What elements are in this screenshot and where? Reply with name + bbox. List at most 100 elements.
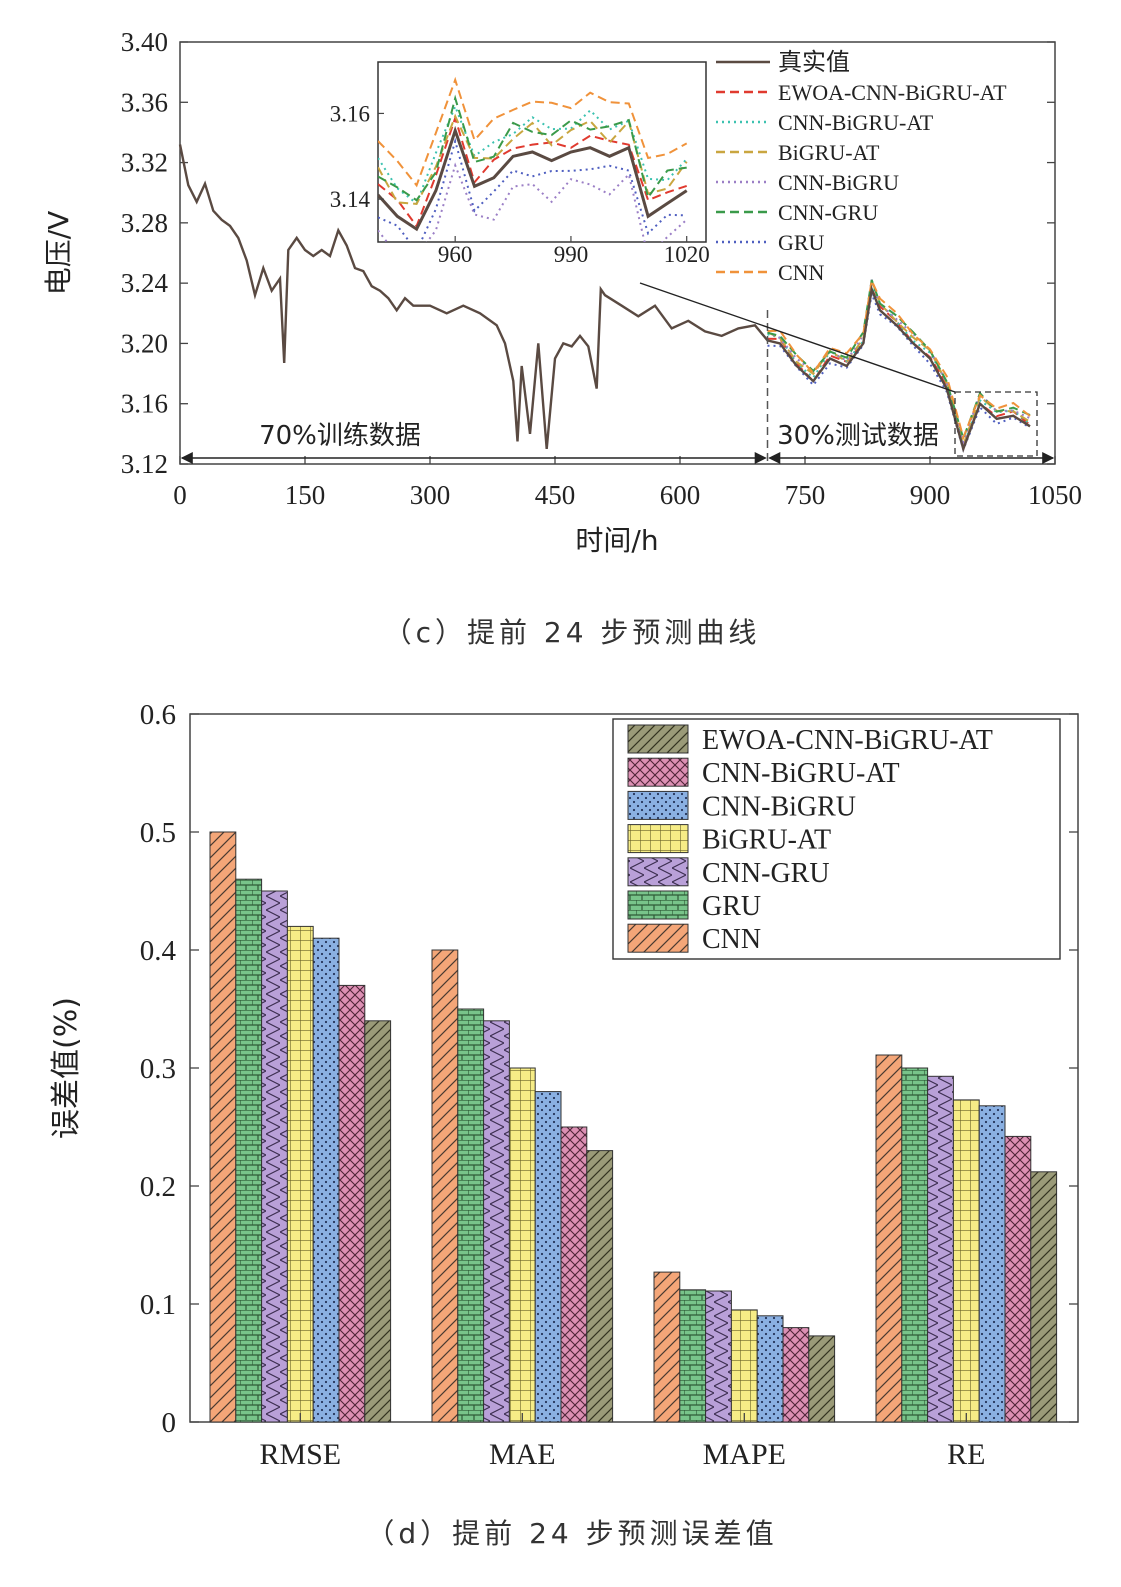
chart-c-y-tick-label: 3.16 xyxy=(121,389,168,419)
chart-d-legend-label: GRU xyxy=(702,891,761,922)
bar-MAE-BiGRU-AT xyxy=(508,1067,536,1423)
chart-d-legend: EWOA-CNN-BiGRU-ATCNN-BiGRU-ATCNN-BiGRUBi… xyxy=(612,718,1061,960)
chart-c-legend-entry: CNN-BiGRU xyxy=(716,170,899,195)
bar-RMSE-BiGRU-AT xyxy=(286,925,314,1423)
chart-c-x-tick-label: 900 xyxy=(910,480,951,510)
chart-d-legend-swatch xyxy=(627,724,689,754)
chart-d-y-tick-label: 0.1 xyxy=(140,1289,176,1321)
bar-RMSE-EWOA-CNN-BiGRU-AT xyxy=(364,1020,392,1423)
chart-c-train-label: 70%训练数据 xyxy=(259,421,421,451)
bar-RMSE-CNN xyxy=(209,831,237,1423)
chart-c-y-tick-label: 3.12 xyxy=(121,449,168,479)
bar-MAPE-CNN-BiGRU xyxy=(756,1315,784,1423)
chart-c-inset-series-CNN-GRU xyxy=(378,94,687,202)
chart-c-inset-x-tick-label: 990 xyxy=(554,242,589,267)
bar-MAPE-EWOA-CNN-BiGRU-AT xyxy=(808,1335,836,1423)
bar-RE-BiGRU-AT xyxy=(952,1099,980,1423)
chart-d-y-tick-label: 0.3 xyxy=(140,1053,176,1085)
chart-d-legend-entry: CNN-BiGRU xyxy=(627,790,856,822)
chart-c-series-CNN xyxy=(767,277,1031,441)
bar-MAPE-CNN-BiGRU-AT xyxy=(782,1327,810,1423)
bar-MAE-CNN-BiGRU-AT xyxy=(560,1126,588,1423)
chart-c-x-tick-label: 1050 xyxy=(1028,480,1082,510)
chart-c-y-tick-label: 3.40 xyxy=(121,27,168,57)
bar-MAPE-BiGRU-AT xyxy=(730,1309,758,1423)
chart-d-legend-swatch xyxy=(627,757,689,787)
bar-RMSE-CNN-GRU xyxy=(261,890,288,1423)
chart-c-inset-series-actual xyxy=(378,125,688,232)
chart-c-zoom-connector xyxy=(639,282,956,393)
bar-MAE-EWOA-CNN-BiGRU-AT xyxy=(586,1150,614,1423)
chart-d-caption: （d）提前 24 步预测误差值 xyxy=(366,1517,777,1550)
chart-c-caption: （c）提前 24 步预测曲线 xyxy=(384,616,761,649)
chart-d-legend-swatch xyxy=(627,890,689,920)
chart-c-legend-label: CNN xyxy=(778,260,825,285)
chart-c-inset: 960 990 1020 3.14 3.16 xyxy=(330,61,710,267)
chart-c-x-tick-label: 600 xyxy=(660,480,701,510)
chart-d-legend-label: EWOA-CNN-BiGRU-AT xyxy=(702,725,993,756)
chart-d-legend-swatch xyxy=(627,923,689,953)
bar-MAE-CNN-BiGRU xyxy=(534,1091,562,1423)
chart-c-y-tick-label: 3.20 xyxy=(121,328,168,358)
bar-RE-CNN-BiGRU-AT xyxy=(1004,1135,1032,1423)
chart-d-y-tick-label: 0.4 xyxy=(140,935,177,967)
chart-c-x-tick-label: 750 xyxy=(785,480,826,510)
chart-d-y-tick-label: 0.5 xyxy=(140,817,176,849)
chart-d-y-ticks: 0 0.1 0.2 0.3 0.4 0.5 0.6 xyxy=(140,699,1078,1439)
chart-d-legend-entry: CNN-BiGRU-AT xyxy=(627,757,900,789)
chart-c-legend-label: GRU xyxy=(778,230,825,255)
chart-c-y-tick-label: 3.36 xyxy=(121,87,168,117)
chart-c-legend-label: EWOA-CNN-BiGRU-AT xyxy=(778,80,1007,105)
chart-d-legend-entry: CNN-GRU xyxy=(627,857,830,889)
chart-d-legend-swatch xyxy=(627,857,689,887)
chart-c-y-axis-label: 电压/V xyxy=(42,211,75,296)
chart-c-inset-series-EWOA-CNN-BiGRU-AT xyxy=(378,114,688,229)
chart-c-x-tick-label: 150 xyxy=(285,480,326,510)
chart-d-legend-label: CNN-BiGRU xyxy=(702,791,856,822)
chart-c-legend-entry: 真实值 xyxy=(716,48,850,76)
chart-d-y-tick-label: 0.2 xyxy=(140,1171,176,1203)
chart-c: 3.12 3.16 3.20 3.24 3.28 3.32 3.36 3.40 0 150 300… xyxy=(42,27,1082,649)
chart-d-legend-entry: BiGRU-AT xyxy=(627,824,831,856)
chart-d-legend-label: CNN-GRU xyxy=(702,858,830,889)
chart-c-legend-entry: CNN-GRU xyxy=(716,200,878,225)
bar-RMSE-CNN-BiGRU-AT xyxy=(338,984,366,1423)
chart-c-legend-label: CNN-BiGRU xyxy=(778,170,899,195)
chart-d-legend-entry: CNN xyxy=(627,923,761,955)
chart-c-series-actual xyxy=(178,144,1031,453)
chart-c-series-CNN-BiGRU-AT xyxy=(767,280,1031,450)
chart-c-legend-entry: EWOA-CNN-BiGRU-AT xyxy=(716,80,1007,105)
chart-c-y-tick-label: 3.24 xyxy=(121,268,169,298)
chart-c-inset-x-tick-label: 960 xyxy=(438,242,473,267)
bar-MAE-CNN xyxy=(431,949,459,1423)
chart-c-test-label: 30%测试数据 xyxy=(777,421,939,451)
chart-d-category-labels: RMSE MAE MAPE RE xyxy=(259,1413,985,1471)
chart-d-legend-label: CNN xyxy=(702,924,761,955)
chart-c-inset-series-BiGRU-AT xyxy=(378,113,688,205)
bar-MAPE-GRU xyxy=(679,1289,707,1423)
chart-d-category-label: RE xyxy=(947,1438,985,1471)
chart-c-inset-series-CNN-BiGRU xyxy=(378,162,688,242)
chart-c-inset-series xyxy=(378,76,688,242)
chart-d-y-tick-label: 0.6 xyxy=(140,699,176,731)
chart-d-y-tick-label: 0 xyxy=(162,1407,177,1439)
bar-RMSE-CNN-BiGRU xyxy=(312,937,340,1423)
chart-c-series-BiGRU-AT xyxy=(767,280,1031,449)
chart-d-y-axis-label: 误差值(%) xyxy=(49,997,84,1139)
chart-d-category-label: MAE xyxy=(489,1438,556,1471)
bar-MAPE-CNN xyxy=(653,1271,681,1423)
chart-c-inset-y-tick-label: 3.14 xyxy=(330,187,371,212)
bar-MAE-GRU xyxy=(457,1008,485,1423)
chart-c-legend-entry: CNN xyxy=(716,260,825,285)
chart-c-x-tick-label: 300 xyxy=(410,480,451,510)
chart-c-x-tick-label: 0 xyxy=(173,480,187,510)
chart-c-inset-ticks: 960 990 1020 3.14 3.16 xyxy=(330,101,710,267)
chart-c-y-tick-label: 3.28 xyxy=(121,208,168,238)
chart-d-bars xyxy=(209,831,1058,1423)
chart-c-x-axis-label: 时间/h xyxy=(575,524,658,557)
chart-d-category-label: MAPE xyxy=(703,1438,786,1471)
bar-RMSE-GRU xyxy=(235,878,263,1423)
chart-c-inset-y-tick-label: 3.16 xyxy=(330,101,370,126)
bar-MAPE-CNN-GRU xyxy=(705,1290,732,1423)
